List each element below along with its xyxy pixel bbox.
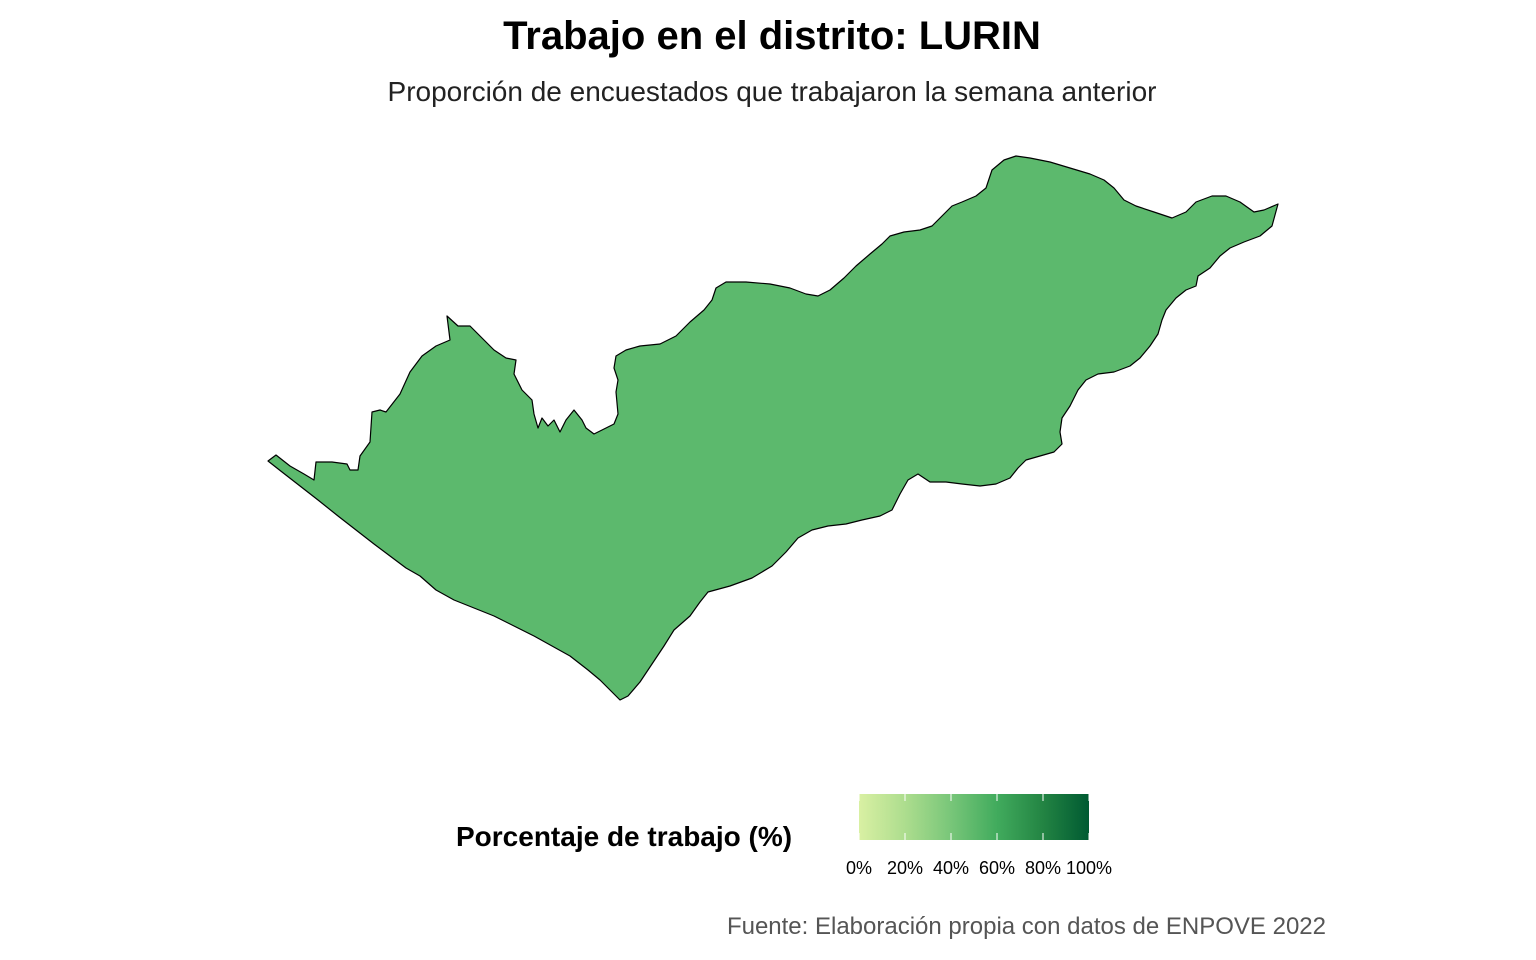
legend-title: Porcentaje de trabajo (%) (456, 821, 793, 852)
chart-subtitle: Proporción de encuestados que trabajaron… (387, 76, 1157, 107)
legend-tick-label: 100% (1065, 858, 1113, 878)
legend-color-bar (859, 794, 1089, 840)
legend-tick-label: 40% (932, 858, 970, 878)
legend-tick-label: 80% (1024, 858, 1062, 878)
legend-tick-label: 60% (978, 858, 1016, 878)
legend-gradient-rect (859, 794, 1089, 840)
source-caption: Fuente: Elaboración propia con datos de … (726, 913, 1326, 940)
district-map (267, 155, 1279, 701)
legend-tick-label: 0% (845, 858, 873, 878)
legend-tick-label: 20% (886, 858, 924, 878)
lurin-district-region (267, 155, 1279, 701)
chart-title: Trabajo en el distrito: LURIN (503, 14, 1041, 58)
